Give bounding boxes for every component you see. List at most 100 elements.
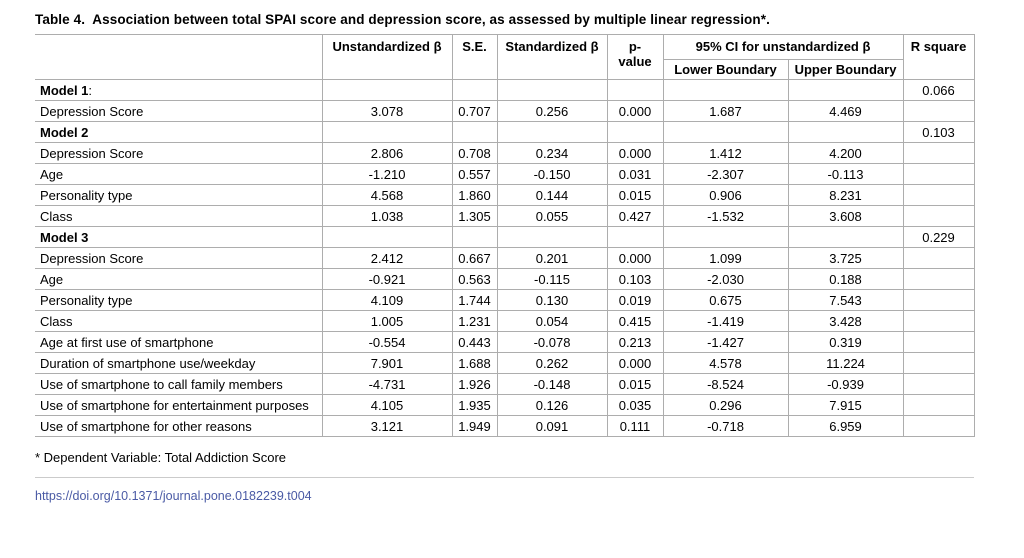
row-label-cell: Personality type: [35, 184, 323, 206]
value-cell: 1.305: [451, 205, 498, 227]
value-cell: 0.019: [606, 289, 664, 311]
doi-link[interactable]: https://doi.org/10.1371/journal.pone.018…: [35, 489, 312, 503]
value-cell: 0.563: [451, 268, 498, 290]
table-row: Use of smartphone for entertainment purp…: [35, 394, 975, 416]
footnote-divider: [35, 477, 974, 478]
value-cell: 1.949: [451, 415, 498, 437]
value-cell: 0.103: [606, 268, 664, 290]
row-label-cell: Class: [35, 310, 323, 332]
header-ci-lower: Lower Boundary: [662, 59, 789, 80]
header-row-main: Unstandardized β S.E. Standardized β p-v…: [35, 34, 975, 80]
row-label-cell: Model 3: [35, 226, 323, 248]
value-cell: 8.231: [787, 184, 904, 206]
r-square-cell: [902, 247, 975, 269]
value-cell: [662, 121, 789, 143]
value-cell: 0.188: [787, 268, 904, 290]
regression-table: Unstandardized β S.E. Standardized β p-v…: [35, 34, 975, 437]
value-cell: 2.412: [321, 247, 453, 269]
value-cell: [787, 121, 904, 143]
value-cell: 1.038: [321, 205, 453, 227]
value-cell: 0.000: [606, 142, 664, 164]
value-cell: 0.000: [606, 247, 664, 269]
value-cell: 4.578: [662, 352, 789, 374]
value-cell: [321, 79, 453, 101]
value-cell: -0.921: [321, 268, 453, 290]
r-square-cell: 0.103: [902, 121, 975, 143]
r-square-cell: [902, 184, 975, 206]
r-square-cell: [902, 163, 975, 185]
value-cell: 1.688: [451, 352, 498, 374]
value-cell: 3.121: [321, 415, 453, 437]
value-cell: 1.687: [662, 100, 789, 122]
r-square-cell: [902, 331, 975, 353]
value-cell: 0.234: [496, 142, 608, 164]
header-empty-cell: [35, 34, 323, 80]
table-row: Personality type 4.568 1.860 0.144 0.015 0.90…: [35, 184, 975, 206]
value-cell: 11.224: [787, 352, 904, 374]
value-cell: -8.524: [662, 373, 789, 395]
table-row: Personality type 4.109 1.744 0.130 0.019 0.67…: [35, 289, 975, 311]
value-cell: 0.415: [606, 310, 664, 332]
value-cell: 3.725: [787, 247, 904, 269]
value-cell: 0.054: [496, 310, 608, 332]
value-cell: 0.031: [606, 163, 664, 185]
r-square-cell: [902, 289, 975, 311]
value-cell: 0.000: [606, 100, 664, 122]
table-header: Unstandardized β S.E. Standardized β p-v…: [35, 34, 975, 80]
value-cell: -0.939: [787, 373, 904, 395]
value-cell: 1.005: [321, 310, 453, 332]
value-cell: 3.078: [321, 100, 453, 122]
table-row: Depression Score 3.078 0.707 0.256 0.000 1.68…: [35, 100, 975, 122]
r-square-cell: 0.066: [902, 79, 975, 101]
footnote: * Dependent Variable: Total Addiction Sc…: [35, 450, 287, 465]
value-cell: 1.926: [451, 373, 498, 395]
row-label-cell: Use of smartphone for other reasons: [35, 415, 323, 437]
value-cell: 4.200: [787, 142, 904, 164]
value-cell: [662, 226, 789, 248]
table-title: Table 4. Association between total SPAI …: [35, 12, 770, 27]
model-row: Model 2 0.103: [35, 121, 975, 143]
value-cell: 0.000: [606, 352, 664, 374]
r-square-cell: [902, 310, 975, 332]
row-label-cell: Model 2: [35, 121, 323, 143]
header-standardized-beta: Standardized β: [496, 34, 608, 80]
value-cell: 0.015: [606, 184, 664, 206]
header-ci: 95% CI for unstandardized β: [662, 34, 904, 60]
row-label-cell: Depression Score: [35, 142, 323, 164]
value-cell: 2.806: [321, 142, 453, 164]
table-row: Age -0.921 0.563 -0.115 0.103 -2.030 0.188: [35, 268, 975, 290]
value-cell: 7.915: [787, 394, 904, 416]
table-row: Duration of smartphone use/weekday 7.901 1…: [35, 352, 975, 374]
header-ci-upper: Upper Boundary: [787, 59, 904, 80]
value-cell: 0.111: [606, 415, 664, 437]
r-square-cell: [902, 415, 975, 437]
value-cell: 0.130: [496, 289, 608, 311]
value-cell: 1.099: [662, 247, 789, 269]
value-cell: 0.015: [606, 373, 664, 395]
value-cell: [496, 121, 608, 143]
value-cell: [451, 226, 498, 248]
row-label-cell: Duration of smartphone use/weekday: [35, 352, 323, 374]
value-cell: [451, 121, 498, 143]
value-cell: 4.109: [321, 289, 453, 311]
value-cell: 0.708: [451, 142, 498, 164]
value-cell: 0.443: [451, 331, 498, 353]
r-square-cell: [902, 205, 975, 227]
r-square-cell: [902, 394, 975, 416]
value-cell: 6.959: [787, 415, 904, 437]
value-cell: -0.078: [496, 331, 608, 353]
value-cell: -0.148: [496, 373, 608, 395]
r-square-cell: [902, 268, 975, 290]
row-label-cell: Personality type: [35, 289, 323, 311]
model-row: Model 3 0.229: [35, 226, 975, 248]
value-cell: 1.860: [451, 184, 498, 206]
value-cell: [496, 79, 608, 101]
value-cell: 0.035: [606, 394, 664, 416]
row-label-cell: Age: [35, 268, 323, 290]
model-label: Model 1: [40, 82, 89, 98]
header-unstandardized-beta: Unstandardized β: [321, 34, 453, 80]
value-cell: [496, 226, 608, 248]
value-cell: 3.608: [787, 205, 904, 227]
row-label-cell: Class: [35, 205, 323, 227]
value-cell: [321, 121, 453, 143]
